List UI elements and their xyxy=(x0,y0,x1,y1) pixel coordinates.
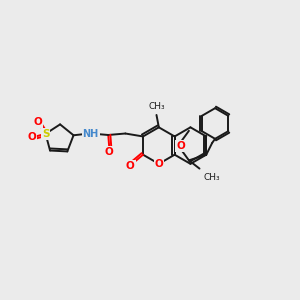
Text: O: O xyxy=(105,147,113,157)
Text: O: O xyxy=(154,159,163,170)
Text: S: S xyxy=(42,129,49,139)
Text: O: O xyxy=(176,141,185,151)
Text: NH: NH xyxy=(82,129,99,139)
Text: O: O xyxy=(126,160,135,171)
Text: O: O xyxy=(34,117,42,127)
Text: CH₃: CH₃ xyxy=(148,102,165,111)
Text: O: O xyxy=(28,133,36,142)
Text: CH₃: CH₃ xyxy=(204,173,220,182)
